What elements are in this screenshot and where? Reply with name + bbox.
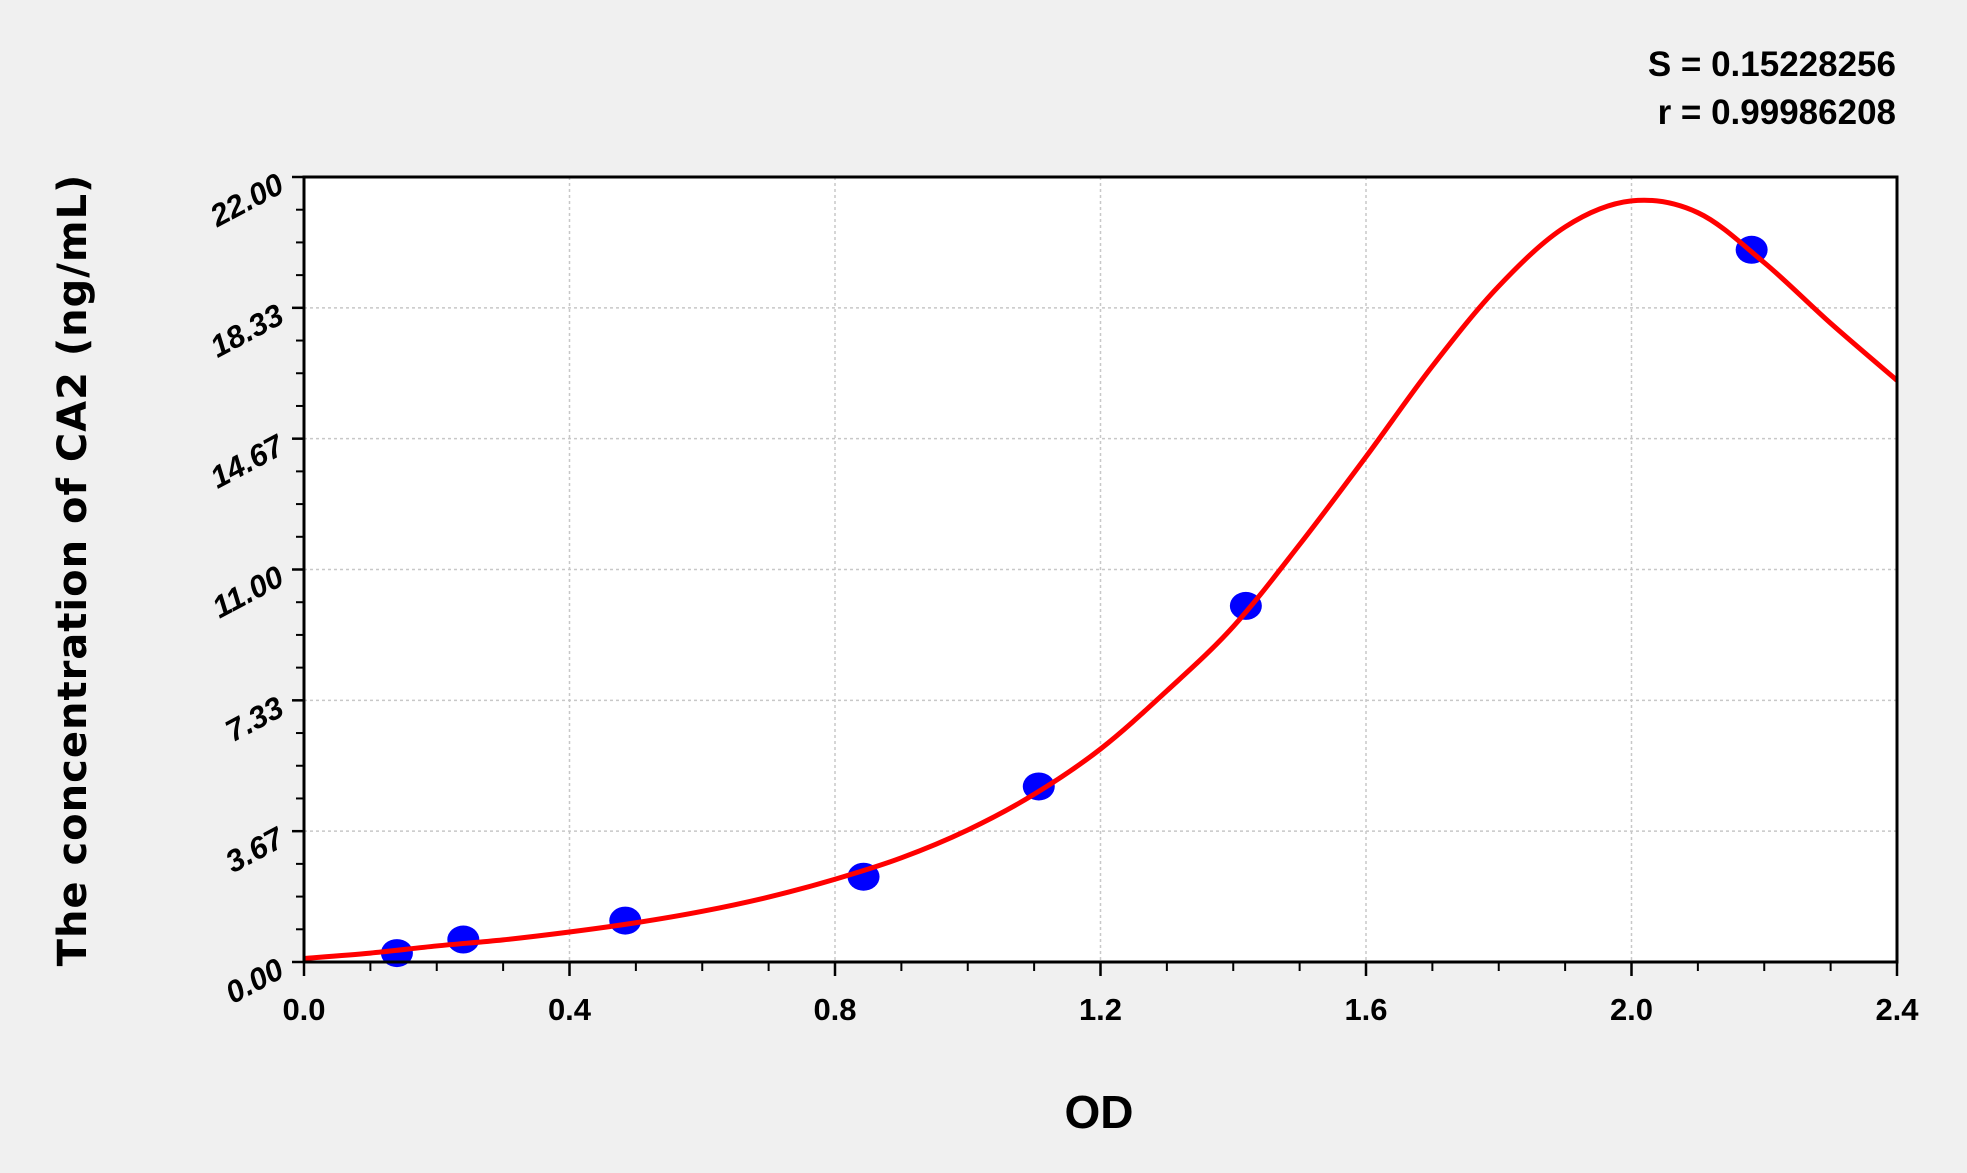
y-axis-title: The concentration of CA2 (ng/mL) <box>50 174 96 967</box>
y-tick-label: 14.67 <box>204 427 290 495</box>
y-tick-label: 18.33 <box>204 297 289 364</box>
fit-curve-group <box>303 197 1899 961</box>
x-tick-labels: 0.0 0.4 0.8 1.2 1.6 2.0 2.4 <box>282 992 1919 1027</box>
y-tick-label: 7.33 <box>220 690 290 749</box>
stat-s: S = 0.15228256 <box>1648 45 1896 84</box>
y-tick-label: 3.67 <box>220 820 291 880</box>
x-tick-label: 1.6 <box>1344 992 1387 1027</box>
x-tick-label: 2.4 <box>1875 992 1919 1027</box>
plot-frame <box>302 175 1899 964</box>
data-point <box>447 925 480 954</box>
x-tick-label: 0.4 <box>548 992 592 1027</box>
y-tick-label: 22.00 <box>203 166 289 234</box>
x-tick-label: 0.8 <box>813 992 856 1027</box>
x-axis-title: OD <box>1065 1086 1134 1138</box>
grid <box>304 177 1897 962</box>
stat-r: r = 0.99986208 <box>1658 93 1896 132</box>
fit-curve <box>303 197 1899 961</box>
y-tick-label: 0.00 <box>220 951 290 1010</box>
y-tick-labels: 0.00 3.67 7.33 11.00 14.67 18.33 22.00 <box>203 166 290 1010</box>
x-tick-label: 0.0 <box>282 992 325 1027</box>
data-point <box>380 939 413 968</box>
x-tick-label: 1.2 <box>1079 992 1122 1027</box>
x-tick-label: 2.0 <box>1610 992 1653 1027</box>
y-tick-label: 11.00 <box>206 559 289 625</box>
